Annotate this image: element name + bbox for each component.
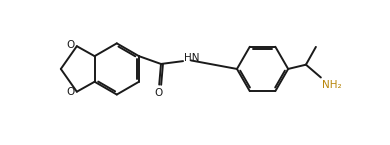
Text: NH₂: NH₂: [322, 80, 342, 90]
Text: HN: HN: [184, 53, 200, 63]
Text: O: O: [66, 87, 75, 97]
Text: O: O: [155, 88, 163, 98]
Text: O: O: [66, 40, 75, 50]
